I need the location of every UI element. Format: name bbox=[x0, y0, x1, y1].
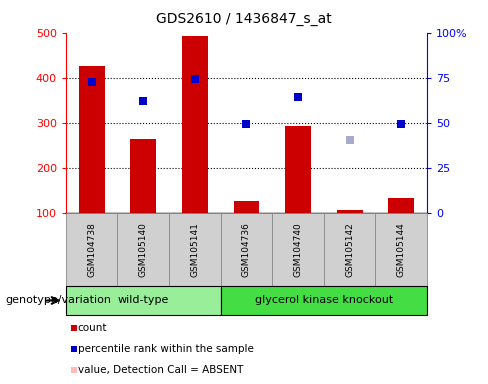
Text: GSM105141: GSM105141 bbox=[190, 222, 200, 277]
Text: percentile rank within the sample: percentile rank within the sample bbox=[78, 344, 254, 354]
Text: wild-type: wild-type bbox=[118, 295, 169, 306]
Bar bbox=[234, 201, 259, 213]
Text: GSM105142: GSM105142 bbox=[345, 222, 354, 277]
Text: GDS2610 / 1436847_s_at: GDS2610 / 1436847_s_at bbox=[156, 12, 332, 25]
Text: GSM104740: GSM104740 bbox=[293, 222, 303, 277]
Text: glycerol kinase knockout: glycerol kinase knockout bbox=[255, 295, 393, 306]
Bar bbox=[130, 139, 156, 213]
Bar bbox=[285, 126, 311, 213]
Text: GSM104738: GSM104738 bbox=[87, 222, 96, 277]
Text: count: count bbox=[78, 323, 107, 333]
Bar bbox=[79, 66, 104, 213]
Text: genotype/variation: genotype/variation bbox=[5, 295, 111, 306]
Bar bbox=[182, 36, 208, 213]
Bar bbox=[337, 210, 363, 213]
Text: value, Detection Call = ABSENT: value, Detection Call = ABSENT bbox=[78, 365, 243, 376]
Text: GSM104736: GSM104736 bbox=[242, 222, 251, 277]
Text: GSM105144: GSM105144 bbox=[397, 222, 406, 277]
Bar bbox=[388, 198, 414, 213]
Text: GSM105140: GSM105140 bbox=[139, 222, 148, 277]
